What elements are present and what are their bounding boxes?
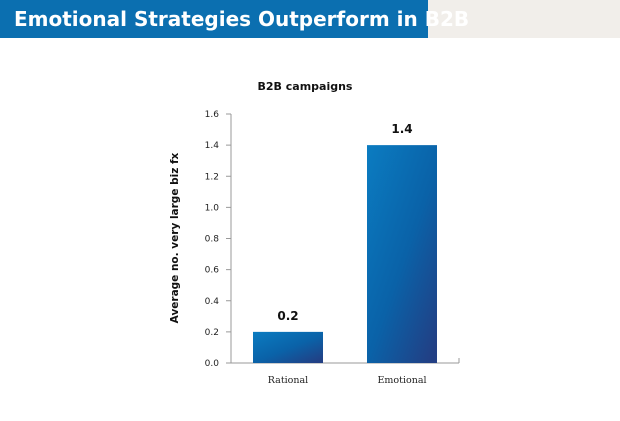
chart-title: B2B campaigns: [258, 80, 353, 93]
y-tick-label: 1.0: [205, 203, 220, 213]
y-axis-label: Average no. very large biz fx: [169, 152, 181, 323]
y-tick-label: 1.6: [205, 110, 220, 120]
data-label-rational: 0.2: [277, 309, 298, 323]
bar-emotional: [367, 145, 437, 363]
x-tick-label-emotional: Emotional: [377, 375, 426, 386]
y-tick-label: 0.4: [205, 297, 220, 307]
y-tick-label: 0.2: [205, 328, 219, 338]
y-tick-label: 0.8: [205, 235, 220, 245]
data-label-emotional: 1.4: [391, 122, 412, 136]
y-tick-label: 1.2: [205, 172, 219, 182]
y-tick-label: 1.4: [205, 141, 220, 151]
page-title: Emotional Strategies Outperform in B2B: [0, 0, 469, 38]
x-tick-label-rational: Rational: [268, 375, 308, 386]
bar-rational: [253, 331, 323, 363]
y-tick-label: 0.0: [205, 359, 220, 369]
y-tick-label: 0.6: [205, 266, 220, 276]
